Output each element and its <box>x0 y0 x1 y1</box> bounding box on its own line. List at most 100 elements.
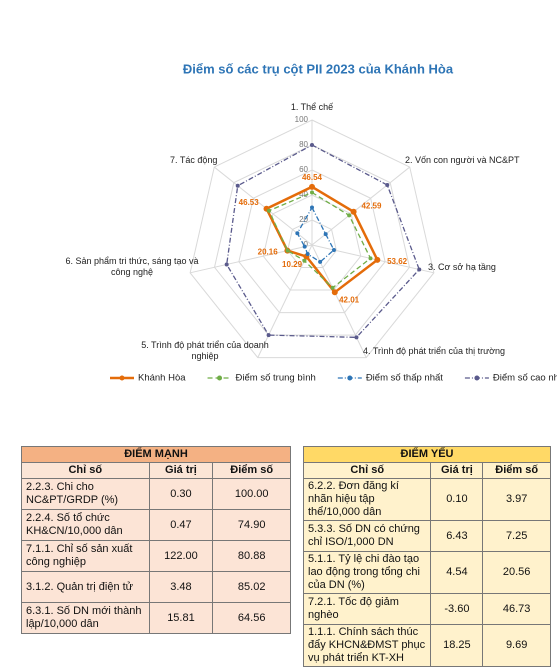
table-cell: 7.25 <box>482 520 551 552</box>
spoke <box>190 244 313 274</box>
marker <box>331 289 338 296</box>
series-line <box>264 185 379 295</box>
table-cell: 0.47 <box>148 509 214 541</box>
r-tick-label: 60 <box>299 165 308 174</box>
series-line <box>268 191 372 289</box>
table-cell: 3.48 <box>148 571 214 603</box>
table-cell: 6.43 <box>430 520 484 552</box>
table-cell: 3.1.2. Quản trị điện tử <box>21 571 150 603</box>
column-header: Điểm số <box>482 462 551 479</box>
table-cell: 46.73 <box>482 593 551 625</box>
table-cell: 85.02 <box>212 571 291 603</box>
legend-marker <box>119 375 125 381</box>
data-label: 42.01 <box>339 296 360 305</box>
marker <box>347 213 352 218</box>
table-cell: 100.00 <box>212 478 291 510</box>
series-line <box>296 206 335 263</box>
table-cell: 80.88 <box>212 540 291 572</box>
data-label: 42.59 <box>361 201 382 210</box>
table-row: 7.1.1. Chỉ số sản xuất công nghiệp 122.00… <box>21 540 291 572</box>
table-cell: 3.97 <box>482 478 551 521</box>
chart: Điểm số các trụ cột PII 2023 của Khánh H… <box>110 61 557 384</box>
weaknesses-table: ĐIỂM YẾU Chỉ số Giá trị Điểm số 6.2.2. Đơn đ… <box>302 446 551 667</box>
marker <box>331 248 336 253</box>
table-row: 3.1.2. Quản trị điện tử 3.48 85.02 <box>21 571 291 603</box>
axis-label: 5. Trình độ phát triển của doanh nghiệp <box>141 340 269 361</box>
marker <box>302 258 307 263</box>
spoke <box>213 166 313 246</box>
header-row: Chỉ số Giá trị Điểm số <box>302 462 551 479</box>
marker <box>318 259 323 264</box>
table-cell: 2.2.4. Số tổ chức KH&CN/10,000 dân <box>21 509 150 541</box>
table-cell: 2.2.3. Chi cho NC&PT/GRDP (%) <box>21 478 150 510</box>
data-label: 46.54 <box>302 173 323 182</box>
column-header: Điểm số <box>212 462 291 479</box>
table-cell: 6.2.2. Đơn đăng kí nhãn hiệu tập thể/10,… <box>302 478 432 521</box>
r-tick-label: 40 <box>299 190 308 199</box>
marker <box>385 182 390 187</box>
table-cell: 4.54 <box>430 551 484 594</box>
legend-label: Khánh Hòa <box>138 373 186 384</box>
table-row: 6.3.1. Số DN mới thành lập/10,000 dân 15.… <box>21 602 291 634</box>
column-header: Chỉ số <box>21 462 150 479</box>
marker <box>374 256 381 263</box>
spoke <box>311 166 411 246</box>
column-header: Giá trị <box>430 462 484 479</box>
axis-label: 4. Trình độ phát triển của thị trường <box>363 346 506 356</box>
legend-marker <box>474 375 480 381</box>
marker <box>310 190 314 195</box>
chart-title: Điểm số các trụ cột PII 2023 của Khánh H… <box>183 61 454 76</box>
grid-ring <box>189 119 435 359</box>
table-cell: 5.3.3. Số DN có chứng chỉ ISO/1,000 DN <box>302 520 432 552</box>
table-cell: 0.30 <box>148 478 214 510</box>
legend-label: Điểm số thấp nhất <box>366 373 443 384</box>
spoke <box>257 244 313 358</box>
marker <box>310 205 314 210</box>
table-row: 1.1.1. Chính sách thúc đẩy KHCN&ĐMST phụ… <box>302 624 551 667</box>
legend-label: Điểm số trung bình <box>236 373 316 384</box>
table-row: 5.3.3. Số DN có chứng chỉ ISO/1,000 DN 6.… <box>302 520 551 552</box>
marker <box>266 333 271 338</box>
title-row: ĐIỂM MẠNH <box>21 446 291 463</box>
legend-marker <box>347 375 353 381</box>
table-cell: 7.2.1. Tốc độ giảm nghèo <box>302 593 432 625</box>
marker <box>330 285 335 290</box>
table-cell: 20.56 <box>482 551 551 594</box>
axis-label: 7. Tác động <box>170 155 218 165</box>
data-label: 10.29 <box>282 260 303 269</box>
table-cell: 15.81 <box>148 602 214 634</box>
table-row: 2.2.3. Chi cho NC&PT/GRDP (%) 0.30 100.00 <box>21 478 291 510</box>
table-cell: -3.60 <box>430 593 484 625</box>
series-line <box>226 144 420 339</box>
table-cell: 1.1.1. Chính sách thúc đẩy KHCN&ĐMST phụ… <box>302 624 432 667</box>
marker <box>354 335 359 340</box>
grid-ring <box>213 144 411 336</box>
column-header: Chỉ số <box>302 462 432 479</box>
title-row: ĐIỂM YẾU <box>303 446 551 463</box>
marker <box>295 231 300 236</box>
table-cell: 6.3.1. Số DN mới thành lập/10,000 dân <box>21 602 150 634</box>
grid-ring <box>238 169 386 314</box>
marker <box>309 183 315 190</box>
marker <box>350 208 357 215</box>
legend-label: Điểm số cao nhất <box>493 373 557 384</box>
table-cell: 64.56 <box>212 602 291 634</box>
axis-label: 2. Vốn con người và NC&PT <box>405 155 520 165</box>
marker <box>302 244 307 249</box>
table-title: ĐIỂM YẾU <box>303 446 551 463</box>
marker <box>310 143 314 147</box>
strengths-table: ĐIỂM MẠNH Chỉ số Giá trị Điểm số 2.2.3. Chi … <box>21 446 291 634</box>
table-row: 2.2.4. Số tổ chức KH&CN/10,000 dân 0.47 74… <box>21 509 291 541</box>
table-cell: 7.1.1. Chỉ số sản xuất công nghiệp <box>21 540 150 572</box>
axis-label: 1. Thể chế <box>290 102 334 112</box>
data-label: 20.16 <box>258 248 279 257</box>
column-header: Giá trị <box>148 462 214 479</box>
r-tick-label: 80 <box>299 140 308 149</box>
table-cell: 5.1.1. Tỷ lệ chi đào tạo lao động trong … <box>302 551 432 594</box>
table-cell: 0.10 <box>430 478 484 521</box>
marker <box>266 208 271 213</box>
table-cell: 122.00 <box>148 540 214 572</box>
data-label: 46.53 <box>239 198 260 207</box>
table-row: 5.1.1. Tỷ lệ chi đào tạo lao động trong … <box>302 551 551 594</box>
